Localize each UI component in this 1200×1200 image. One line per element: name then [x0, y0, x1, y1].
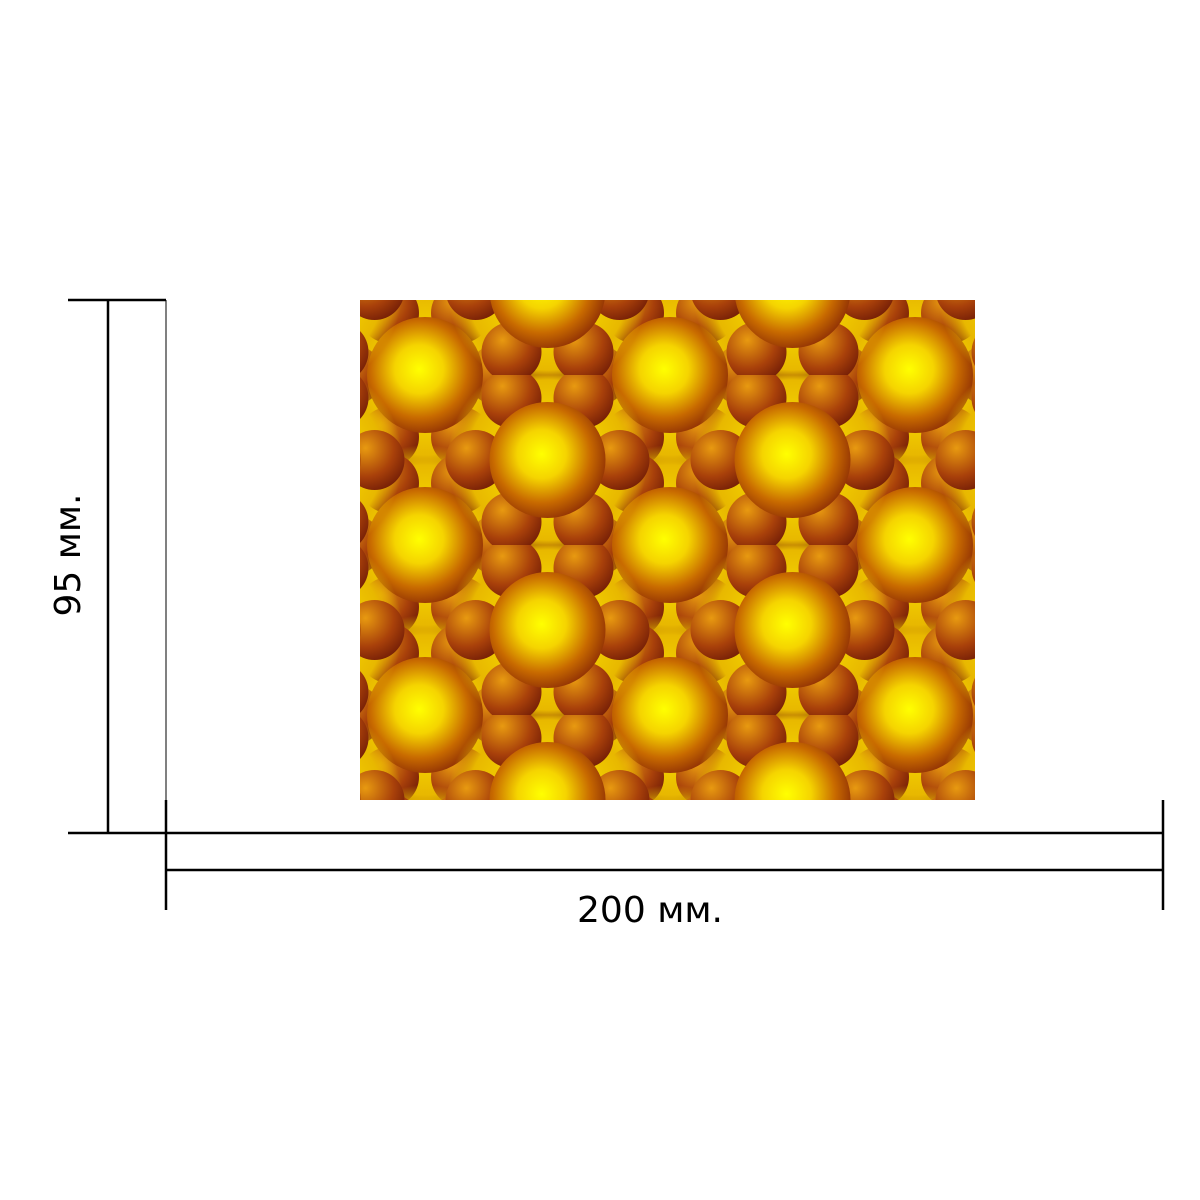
width-label: 200 мм.	[577, 890, 723, 931]
pattern-panel	[360, 300, 975, 800]
height-label: 95 мм.	[48, 493, 89, 616]
